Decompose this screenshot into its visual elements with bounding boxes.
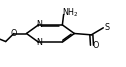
Text: S: S xyxy=(105,23,110,32)
Text: N: N xyxy=(36,20,42,29)
Text: N: N xyxy=(36,38,42,47)
Text: O: O xyxy=(93,41,99,50)
Text: O: O xyxy=(11,29,17,38)
Text: NH$_2$: NH$_2$ xyxy=(62,7,79,19)
